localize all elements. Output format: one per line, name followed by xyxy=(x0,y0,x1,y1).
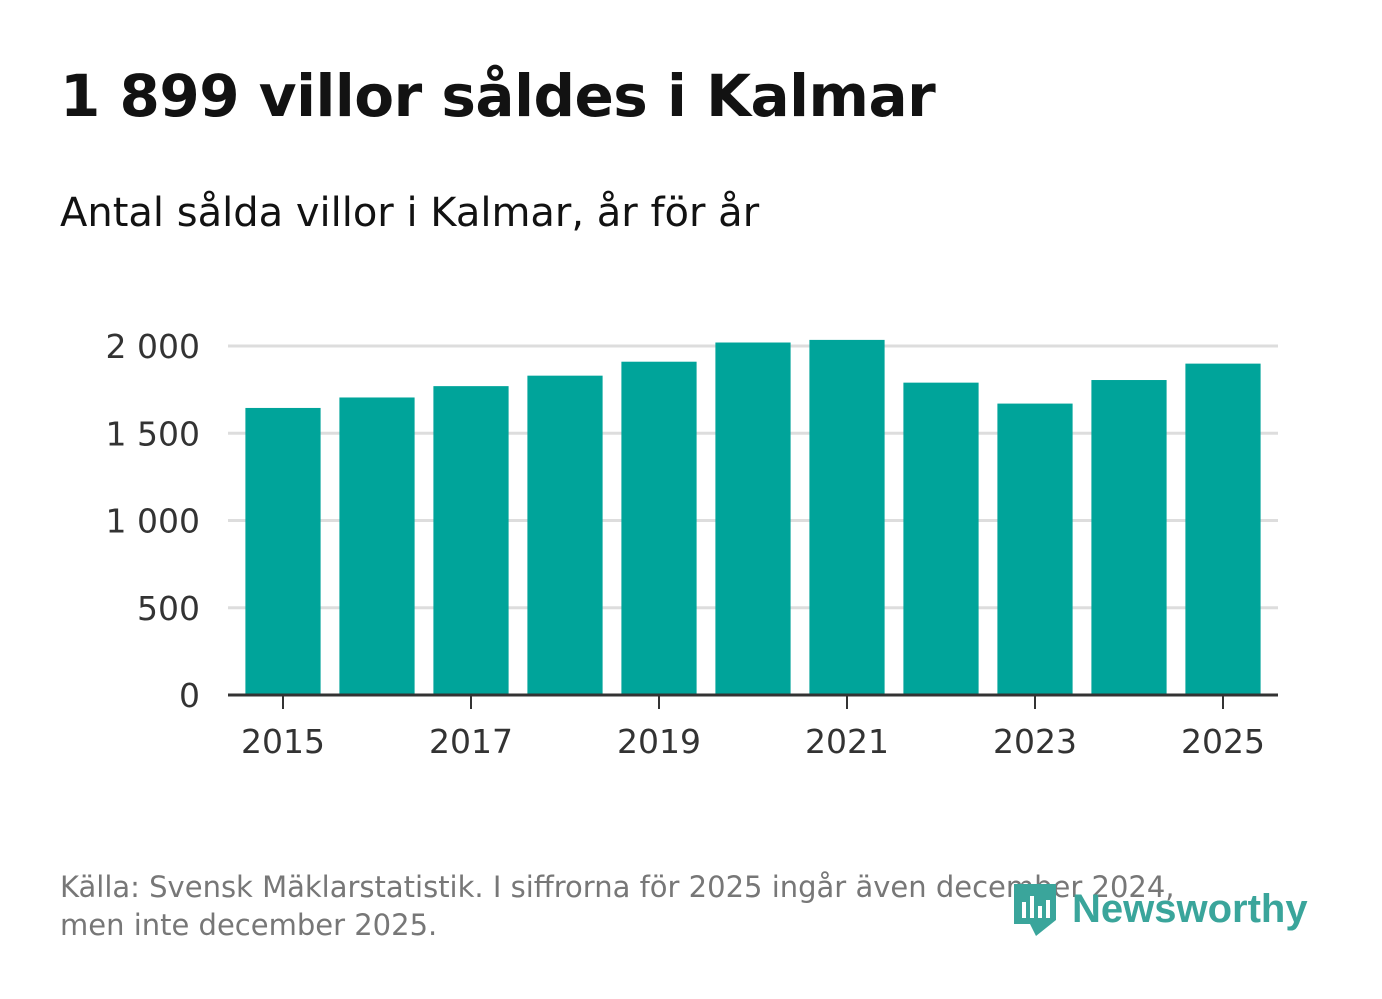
y-tick-label: 1 000 xyxy=(106,502,200,541)
x-tick-label: 2017 xyxy=(429,722,513,761)
logo-text: Newsworthy xyxy=(1072,886,1308,931)
newsworthy-logo-icon xyxy=(1014,884,1056,936)
bar-2022 xyxy=(903,382,979,695)
bar-2016 xyxy=(339,397,415,695)
chart-title: 1 899 villor såldes i Kalmar xyxy=(60,62,936,130)
bar-2015 xyxy=(245,407,321,695)
bar-2020 xyxy=(715,342,791,695)
x-tick-label: 2015 xyxy=(241,722,325,761)
x-tick-label: 2025 xyxy=(1181,722,1265,761)
source-line-1: Källa: Svensk Mäklarstatistik. I siffror… xyxy=(60,870,1175,904)
x-tick-label: 2021 xyxy=(805,722,889,761)
source-note: Källa: Svensk Mäklarstatistik. I siffror… xyxy=(60,868,1300,944)
bar-2017 xyxy=(433,386,509,695)
bar-2024 xyxy=(1091,380,1167,695)
y-tick-label: 500 xyxy=(137,589,200,628)
x-tick-label: 2019 xyxy=(617,722,701,761)
bar-chart: 0 500 1 000 1 500 2 000 2015 2017 2019 2021 2023 2… xyxy=(106,327,1278,761)
bar-2023 xyxy=(997,403,1073,695)
source-line-2: men inte december 2025. xyxy=(60,908,438,942)
chart-subtitle: Antal sålda villor i Kalmar, år för år xyxy=(60,190,760,236)
bar-2025 xyxy=(1185,363,1261,695)
bars xyxy=(245,339,1261,695)
bar-2018 xyxy=(527,375,603,695)
x-tick-label: 2023 xyxy=(993,722,1077,761)
y-tick-label: 1 500 xyxy=(106,414,200,453)
y-tick-label: 0 xyxy=(179,676,200,715)
bar-2021 xyxy=(809,339,885,695)
bar-2019 xyxy=(621,361,697,695)
axes: 0 500 1 000 1 500 2 000 2015 2017 2019 2021 2023 2… xyxy=(106,327,1278,761)
newsworthy-logo: Newsworthy xyxy=(1010,880,1308,938)
y-tick-label: 2 000 xyxy=(106,327,200,366)
